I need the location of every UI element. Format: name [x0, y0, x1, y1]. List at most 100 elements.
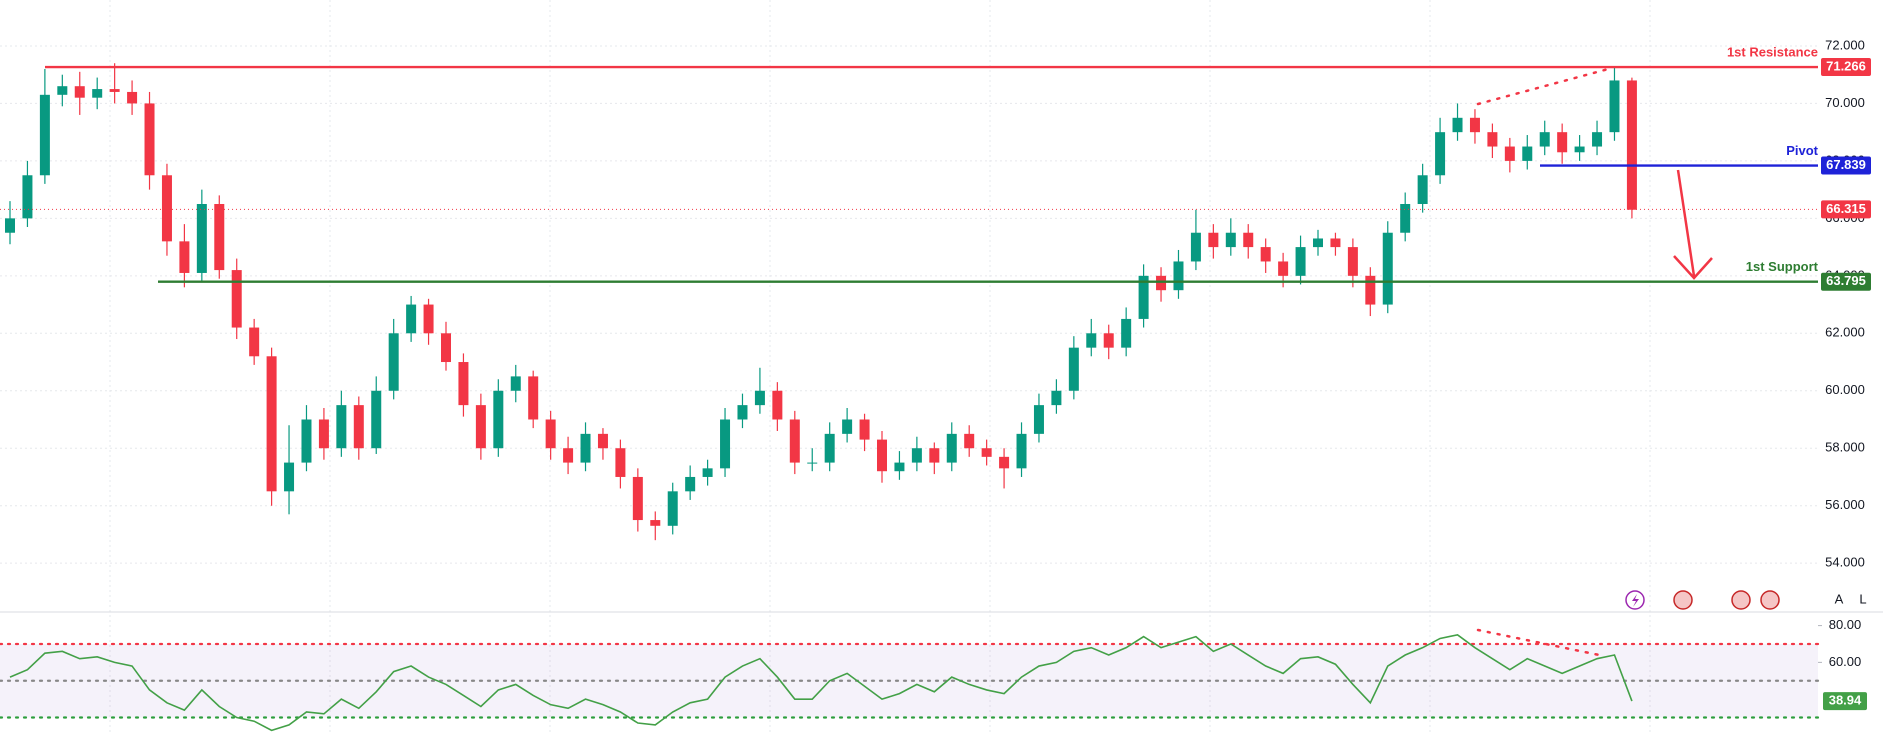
candle-body [1051, 390, 1062, 406]
level-name: 1st Support [1746, 259, 1819, 274]
y-tick-label: 70.000 [1825, 95, 1865, 110]
auto-button[interactable] [1828, 588, 1850, 610]
divergence-line [1476, 628, 1606, 658]
candle-body [231, 270, 242, 328]
candle-body [1539, 132, 1550, 147]
candle-body [301, 419, 312, 463]
candle-body [1469, 117, 1480, 133]
level-value: 67.839 [1826, 157, 1866, 172]
candle-body [1592, 132, 1603, 147]
candle-body [1190, 232, 1201, 262]
candle-body [179, 241, 190, 273]
candle-body [1225, 232, 1236, 248]
last-price-value: 66.315 [1826, 201, 1866, 216]
candle-body [1382, 232, 1393, 305]
candle-body [754, 390, 765, 406]
candle-body [406, 304, 417, 334]
candle-body [929, 448, 940, 463]
rsi-line [9, 633, 1633, 732]
candle-body [1400, 204, 1411, 233]
level-name: Pivot [1786, 143, 1818, 158]
candle-body [685, 476, 696, 492]
arrow-shaft [1676, 169, 1696, 277]
y-tick-label: 60.00 [1829, 654, 1862, 669]
y-tick-label: 62.000 [1825, 325, 1865, 340]
candle-body [650, 520, 661, 526]
candle-body [1365, 275, 1376, 305]
flag-icon[interactable] [1760, 590, 1780, 610]
candle-body [1295, 247, 1306, 276]
candle-body [1208, 232, 1219, 248]
candle-body [1156, 275, 1167, 291]
candle-body [842, 419, 853, 434]
candle-body [1557, 132, 1568, 153]
candle-body [1609, 80, 1620, 133]
flag-icon[interactable] [1673, 590, 1693, 610]
candle-body [266, 356, 277, 492]
candle-body [214, 204, 225, 271]
price-pane: 54.00056.00058.00060.00062.00064.00066.0… [0, 37, 1871, 570]
lightning-glyph [1632, 594, 1639, 607]
candle-body [458, 362, 469, 406]
candle-body [493, 390, 504, 449]
candle-body [353, 405, 364, 449]
y-tick-label: 56.000 [1825, 497, 1865, 512]
candle-body [667, 491, 678, 526]
candle-body [1033, 405, 1044, 434]
flag-icon[interactable] [1731, 590, 1751, 610]
candle-body [74, 86, 85, 98]
log-button-label: L [1859, 591, 1866, 606]
candle-body [911, 448, 922, 463]
candle-body [1278, 261, 1289, 276]
candle-body [1487, 132, 1498, 147]
candle-body [580, 433, 591, 463]
y-tick-label: 54.000 [1825, 555, 1865, 570]
candle-body [441, 333, 451, 363]
arrow-head [1673, 255, 1713, 280]
candle-body [109, 89, 120, 92]
candle-body [615, 448, 626, 477]
annotations [1476, 66, 1713, 658]
price-label-box [1821, 156, 1871, 175]
candle-body [127, 91, 138, 104]
candle-body [789, 419, 800, 463]
candle-body [597, 433, 608, 449]
candle-body [1452, 117, 1463, 133]
rsi-label-box [1823, 692, 1867, 711]
candle-body [1243, 232, 1254, 248]
candle-body [1417, 175, 1428, 204]
candle-body [1626, 80, 1637, 210]
candle-body [249, 327, 260, 357]
candle-body [92, 89, 103, 98]
candle-body [1103, 333, 1114, 348]
candle-body [1504, 146, 1515, 161]
candle-body [528, 376, 539, 420]
candle-body [39, 94, 50, 176]
candle-body [318, 419, 329, 449]
candle-body [284, 462, 295, 492]
price-label-box [1821, 58, 1871, 77]
candle-body [807, 462, 818, 464]
price-label-box [1821, 272, 1871, 291]
candle-body [144, 103, 155, 176]
candle-body [57, 86, 68, 95]
candle-body [475, 405, 486, 449]
candle-body [196, 204, 207, 273]
candle-body [22, 175, 33, 219]
candle-body [1068, 347, 1079, 391]
candle-body [1173, 261, 1184, 291]
candle-body [737, 405, 748, 420]
scale-buttons: A L [1828, 588, 1874, 610]
candle-body [1330, 238, 1341, 248]
y-tick-label: 72.000 [1825, 37, 1865, 52]
rsi-pane: 60.00 80.00 38.94 [0, 617, 1867, 732]
candle-body [371, 390, 382, 449]
y-tick-label: 80.00 [1829, 617, 1862, 632]
candle-body [1574, 146, 1585, 153]
candle-body [1016, 433, 1027, 469]
level-value: 63.795 [1826, 273, 1866, 288]
log-button[interactable] [1852, 588, 1874, 610]
candle-body [1435, 132, 1446, 176]
